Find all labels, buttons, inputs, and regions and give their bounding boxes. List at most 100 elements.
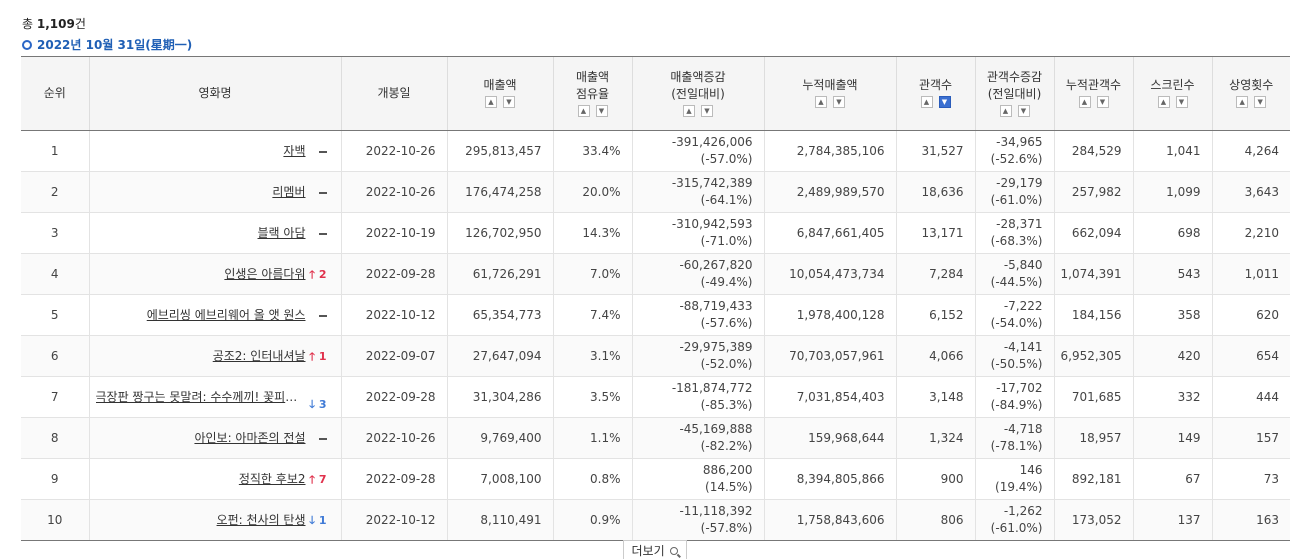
rank-change: 🡑 1	[309, 348, 326, 365]
table-row: 9 정직한 후보2 🡑 7 2022-09-28 7,008,100 0.8% 886,20…	[21, 458, 1290, 500]
movie-title-link[interactable]: 공조2: 인터내셔날	[212, 348, 306, 363]
movie-title-link[interactable]: 블랙 아담	[257, 225, 306, 240]
rank-cell: 5	[21, 294, 89, 336]
sort-asc-icon[interactable]: ▲	[1157, 96, 1170, 108]
audience-diff-cell-percent: (-61.0%)	[990, 521, 1043, 535]
shows-cell: 73	[1211, 458, 1290, 500]
sort-desc-icon[interactable]: ▼	[1175, 96, 1188, 108]
sort-desc-icon[interactable]: ▼	[938, 96, 951, 108]
sales-diff-cell-percent: (-57.0%)	[700, 152, 753, 166]
table-row: 4 인생은 아름다워 🡑 2 2022-09-28 61,726,291 7.0% -60,…	[21, 253, 1290, 295]
sort-asc-icon[interactable]: ▲	[485, 96, 497, 108]
audience-diff-cell-percent: (-78.1%)	[990, 439, 1043, 453]
sort-controls: ▲ ▼	[978, 104, 1052, 119]
release-date-cell: 2022-09-28	[340, 376, 447, 418]
movie-title-link[interactable]: 리멤버	[272, 184, 306, 199]
rank-cell: 6	[21, 335, 89, 377]
sort-desc-icon[interactable]: ▼	[503, 96, 515, 108]
audience-cell: 3,148	[895, 376, 975, 418]
total-number: 1,109	[36, 17, 75, 31]
column-header: 매출액 점유율 ▲ ▼	[552, 56, 632, 131]
audience-diff-cell-percent: (-52.6%)	[990, 152, 1043, 166]
sort-asc-icon[interactable]: ▲	[999, 104, 1012, 117]
screens-cell: 332	[1132, 376, 1212, 418]
release-date-cell: 2022-09-28	[340, 253, 447, 295]
screens-cell: 543	[1132, 253, 1212, 295]
arrow-down-icon: 🡓	[309, 514, 319, 527]
audience-cell: 4,066	[895, 335, 975, 377]
acc-audience-cell: 1,074,391	[1053, 253, 1133, 295]
movie-title-cell: 아인보: 아마존의 전설	[88, 417, 341, 459]
report-date: 2022년 10월 31일(星期一)	[22, 36, 192, 53]
screens-cell: 1,041	[1132, 130, 1212, 172]
movie-title-link[interactable]: 극장판 짱구는 못말려: 수수께끼! 꽃피는…	[95, 389, 306, 404]
audience-diff-cell-percent: (-54.0%)	[990, 316, 1043, 330]
release-date-cell: 2022-10-26	[340, 417, 447, 459]
sort-desc-icon[interactable]: ▼	[595, 104, 608, 117]
audience-diff-cell-percent: (-61.0%)	[990, 193, 1043, 207]
sort-desc-icon[interactable]: ▼	[701, 104, 713, 117]
audience-diff-cell: -17,702 (-84.9%)	[974, 376, 1054, 418]
total-prefix: 총	[22, 17, 37, 31]
sort-controls: ▲ ▼	[1136, 96, 1210, 110]
rank-cell: 8	[21, 417, 89, 459]
screens-cell: 420	[1132, 335, 1212, 377]
movie-title-link[interactable]: 아인보: 아마존의 전설	[194, 430, 306, 445]
movie-title-link[interactable]: 에브리씽 에브리웨어 올 앳 원스	[146, 307, 306, 322]
column-header: 스크린수 ▲ ▼	[1132, 56, 1212, 131]
sales-diff-cell-value: -60,267,820	[679, 258, 753, 272]
sort-desc-icon[interactable]: ▼	[833, 96, 845, 108]
audience-diff-cell-value: -34,965	[996, 135, 1043, 149]
sort-asc-icon[interactable]: ▲	[1236, 96, 1249, 108]
arrow-down-icon: 🡓	[309, 398, 319, 411]
sort-asc-icon[interactable]: ▲	[683, 104, 695, 117]
shows-cell: 4,264	[1211, 130, 1290, 172]
report-date-text: 2022년 10월 31일(星期一)	[37, 38, 193, 52]
release-date-cell: 2022-10-19	[340, 212, 447, 254]
audience-diff-cell: -28,371 (-68.3%)	[974, 212, 1054, 254]
acc-audience-cell: 184,156	[1053, 294, 1133, 336]
sort-desc-icon[interactable]: ▼	[1096, 96, 1109, 108]
sales-share-cell: 1.1%	[552, 417, 632, 459]
dash-icon	[318, 438, 327, 440]
acc-sales-cell: 2,784,385,106	[763, 130, 896, 172]
arrow-up-icon: 🡑	[309, 473, 319, 486]
sort-asc-icon[interactable]: ▲	[815, 96, 827, 108]
sort-controls: ▲ ▼	[450, 96, 551, 110]
rank-change-value: 7	[318, 473, 327, 486]
sort-controls: ▲ ▼	[635, 104, 762, 119]
sort-desc-icon[interactable]: ▼	[1254, 96, 1267, 108]
screens-cell: 698	[1132, 212, 1212, 254]
audience-diff-cell-value: -17,702	[996, 381, 1043, 395]
shows-cell: 444	[1211, 376, 1290, 418]
circle-icon	[22, 39, 32, 50]
screens-cell: 149	[1132, 417, 1212, 459]
sort-asc-icon[interactable]: ▲	[1078, 96, 1091, 108]
sales-cell: 126,702,950	[446, 212, 553, 254]
audience-diff-cell-value: -5,840	[1003, 258, 1043, 272]
more-button[interactable]: 더보기	[623, 540, 687, 559]
column-header: 누적관객수 ▲ ▼	[1053, 56, 1133, 131]
rank-cell: 4	[21, 253, 89, 295]
audience-diff-cell-value: -4,718	[1003, 422, 1043, 436]
audience-cell: 6,152	[895, 294, 975, 336]
sales-diff-cell-percent: (14.5%)	[705, 480, 753, 494]
audience-cell: 18,636	[895, 171, 975, 213]
sales-diff-cell-value: -45,169,888	[679, 422, 753, 436]
movie-title-link[interactable]: 정직한 후보2	[238, 471, 306, 486]
rank-change-value: 1	[318, 514, 327, 527]
movie-title-link[interactable]: 자백	[283, 143, 306, 158]
sales-diff-cell: -45,169,888 (-82.2%)	[631, 417, 764, 459]
sort-desc-icon[interactable]: ▼	[1017, 104, 1030, 117]
total-count: 총 1,109건	[22, 15, 86, 32]
movie-title-link[interactable]: 인생은 아름다워	[224, 266, 306, 281]
audience-diff-cell: -7,222 (-54.0%)	[974, 294, 1054, 336]
movie-title-link[interactable]: 오펀: 천사의 탄생	[216, 512, 306, 527]
sort-asc-icon[interactable]: ▲	[920, 96, 933, 108]
table-row: 7 극장판 짱구는 못말려: 수수께끼! 꽃피는… 🡓 3 2022-09-28 31,…	[21, 376, 1290, 418]
audience-diff-cell: -5,840 (-44.5%)	[974, 253, 1054, 295]
sort-asc-icon[interactable]: ▲	[577, 104, 590, 117]
audience-cell: 13,171	[895, 212, 975, 254]
sales-diff-cell-value: -315,742,389	[671, 176, 753, 190]
sales-cell: 295,813,457	[446, 130, 553, 172]
